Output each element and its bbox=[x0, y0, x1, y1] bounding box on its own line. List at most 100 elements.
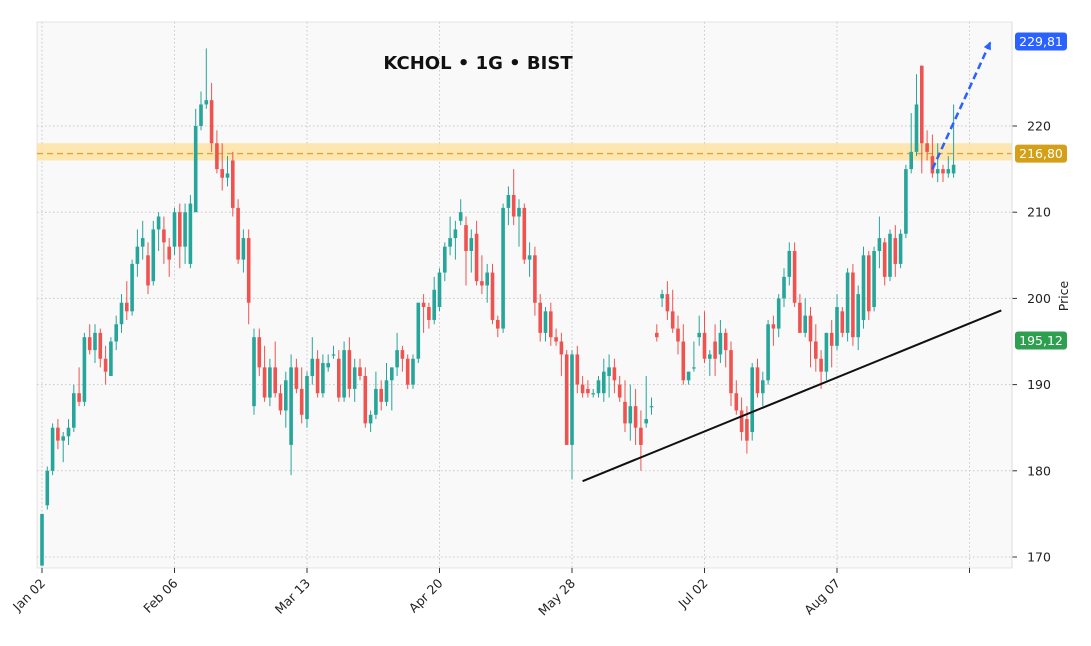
candle-body bbox=[66, 427, 71, 437]
support-badge: 216,80 bbox=[1015, 144, 1067, 163]
candle-body bbox=[829, 332, 834, 346]
candle-body bbox=[549, 311, 553, 338]
candle-body bbox=[379, 388, 383, 402]
candle-body bbox=[305, 375, 309, 420]
candle-body bbox=[723, 332, 728, 351]
candle-body bbox=[745, 419, 749, 441]
candle-body bbox=[342, 350, 346, 398]
projection-badge-text: 229,81 bbox=[1019, 34, 1063, 49]
projection-line bbox=[931, 40, 992, 170]
candle-body bbox=[273, 367, 277, 394]
candle-body bbox=[496, 319, 500, 329]
candle-body bbox=[564, 354, 569, 445]
candle-body bbox=[861, 255, 866, 320]
price-badges: 229,81 216,80 195,12 bbox=[1015, 32, 1067, 350]
candle-body bbox=[268, 367, 272, 398]
candle-body bbox=[416, 302, 421, 359]
candle-body bbox=[337, 358, 341, 398]
candle-body bbox=[87, 337, 92, 351]
candle-body bbox=[935, 169, 940, 174]
candle-body bbox=[225, 173, 230, 178]
candle-body bbox=[45, 470, 50, 506]
candle-body bbox=[734, 393, 739, 411]
candle-body bbox=[183, 212, 187, 247]
candle-body bbox=[326, 363, 330, 368]
candle-body bbox=[61, 436, 65, 441]
candle-body bbox=[432, 289, 436, 320]
candle-body bbox=[888, 233, 892, 277]
candle-body bbox=[480, 281, 484, 286]
projection-badge: 229,81 bbox=[1015, 32, 1067, 51]
candle-body bbox=[580, 384, 585, 394]
candle-body bbox=[315, 358, 320, 394]
candle-body bbox=[575, 354, 580, 385]
candles bbox=[40, 48, 956, 566]
candle-body bbox=[400, 350, 405, 359]
candle-body bbox=[172, 212, 177, 247]
candle-body bbox=[623, 401, 627, 424]
candle-body bbox=[167, 246, 171, 260]
candle-body bbox=[670, 311, 675, 329]
candle-body bbox=[914, 104, 919, 152]
candle-body bbox=[930, 156, 935, 174]
candle-body bbox=[676, 328, 680, 342]
candle-body bbox=[559, 341, 564, 355]
candle-body bbox=[490, 272, 495, 320]
projection-badge-box bbox=[1015, 32, 1067, 51]
y-tick-label: 210 bbox=[1027, 205, 1051, 220]
candle-body bbox=[835, 307, 839, 346]
candle-body bbox=[718, 332, 723, 355]
candle-body bbox=[231, 160, 235, 208]
candle-body bbox=[877, 238, 882, 251]
candle-body bbox=[294, 367, 299, 389]
candle-body bbox=[40, 513, 44, 566]
support-zone-band bbox=[37, 143, 1012, 161]
candle-body bbox=[310, 358, 315, 376]
candle-body bbox=[655, 332, 659, 338]
candle-body bbox=[443, 246, 447, 273]
candle-body bbox=[469, 238, 474, 251]
projection-arrowhead bbox=[983, 41, 991, 51]
candle-body bbox=[199, 104, 203, 126]
y-axis: 170 180 190 200 210 220 bbox=[1011, 22, 1051, 568]
candle-body bbox=[543, 311, 548, 333]
candle-body bbox=[904, 169, 908, 234]
candle-body bbox=[920, 65, 924, 144]
candle-body bbox=[617, 384, 622, 398]
candle-body bbox=[660, 294, 664, 299]
candle-body bbox=[474, 233, 479, 282]
trend-lines bbox=[582, 40, 1002, 483]
candle-body bbox=[586, 388, 590, 394]
candle-body bbox=[596, 380, 601, 394]
candle-body bbox=[103, 358, 108, 372]
candle-body bbox=[538, 302, 542, 333]
candle-body bbox=[464, 225, 468, 251]
y-tick-label: 190 bbox=[1027, 377, 1051, 392]
candle-body bbox=[814, 341, 818, 359]
candle-body bbox=[729, 350, 733, 394]
candle-body bbox=[178, 212, 182, 247]
candle-body bbox=[485, 272, 489, 286]
x-tick-label: Aug 07 bbox=[801, 576, 843, 618]
x-axis: Jan 02 Feb 06 Mar 13 Apr 20 May 28 Jul 02 Aug … bbox=[9, 568, 970, 618]
candle-body bbox=[692, 367, 696, 369]
candle-body bbox=[209, 100, 214, 144]
candle-body bbox=[946, 169, 951, 174]
candle-body bbox=[220, 169, 224, 178]
candle-body bbox=[437, 272, 442, 308]
candle-body bbox=[72, 393, 76, 428]
candle-body bbox=[845, 272, 850, 333]
candle-body bbox=[347, 350, 352, 389]
candle-body bbox=[739, 410, 744, 433]
candle-body bbox=[98, 332, 103, 359]
candle-body bbox=[527, 255, 532, 260]
candle-body bbox=[321, 363, 325, 394]
candle-body bbox=[697, 332, 701, 338]
candle-body bbox=[215, 143, 219, 170]
candle-body bbox=[951, 164, 956, 174]
candle-body bbox=[851, 272, 855, 338]
candle-body bbox=[591, 393, 595, 395]
candle-body bbox=[411, 358, 415, 385]
candle-body bbox=[146, 255, 150, 286]
